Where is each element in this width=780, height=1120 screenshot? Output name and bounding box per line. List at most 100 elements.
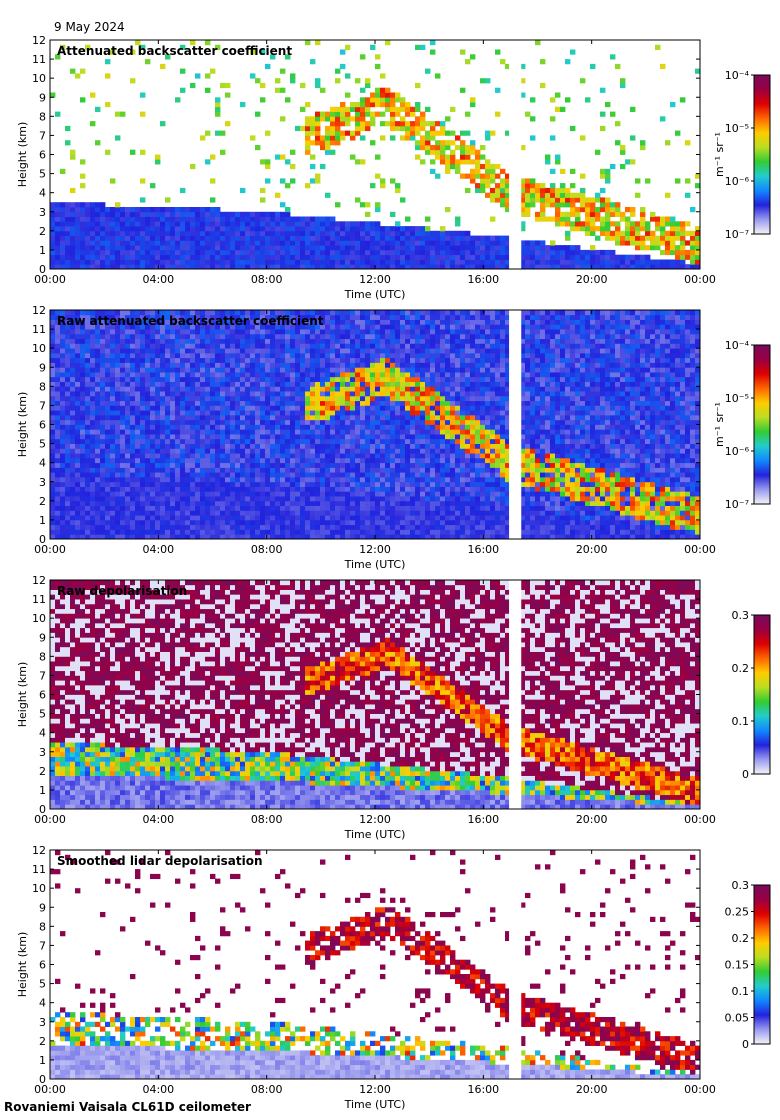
heatmap-cell xyxy=(645,230,651,236)
heatmap-cell xyxy=(50,216,56,222)
heatmap-cell xyxy=(90,319,96,325)
heatmap-cell xyxy=(125,505,131,511)
heatmap-cell xyxy=(410,264,416,270)
heatmap-cell xyxy=(315,221,321,227)
heatmap-cell xyxy=(225,457,231,464)
heatmap-cell xyxy=(125,491,131,497)
data-gap xyxy=(509,40,522,269)
heatmap-cell xyxy=(285,486,291,492)
heatmap-cell xyxy=(210,329,216,335)
heatmap-cell xyxy=(590,207,596,213)
heatmap-cell xyxy=(255,395,261,402)
heatmap-cell xyxy=(85,240,91,246)
heatmap-cell xyxy=(205,472,211,478)
heatmap-cell xyxy=(250,343,256,349)
heatmap-cell xyxy=(130,226,136,232)
heatmap-cell xyxy=(255,221,261,227)
heatmap-cell xyxy=(305,424,311,430)
heatmap-cell xyxy=(405,125,411,132)
heatmap-cell xyxy=(195,462,201,468)
heatmap-cell xyxy=(525,249,531,256)
heatmap-cell xyxy=(100,519,106,526)
heatmap-cell xyxy=(220,338,226,344)
heatmap-cell xyxy=(390,121,396,127)
heatmap-cell xyxy=(240,240,246,246)
heatmap-cell xyxy=(410,230,416,236)
heatmap-cell xyxy=(155,434,161,440)
heatmap-cell xyxy=(600,197,606,203)
heatmap-cell xyxy=(320,467,326,473)
heatmap-cell xyxy=(210,68,216,74)
heatmap-cell xyxy=(155,496,161,502)
heatmap-cell xyxy=(225,211,231,217)
heatmap-cell xyxy=(505,173,511,179)
heatmap-cell xyxy=(155,481,161,487)
heatmap-cell xyxy=(135,443,141,449)
heatmap-cell xyxy=(100,410,106,416)
heatmap-cell xyxy=(135,405,141,411)
heatmap-cell xyxy=(260,443,266,449)
heatmap-cell xyxy=(340,467,346,473)
heatmap-cell xyxy=(250,49,256,55)
heatmap-cell xyxy=(185,486,191,492)
heatmap-cell xyxy=(215,264,221,270)
heatmap-cell xyxy=(305,496,311,502)
heatmap-cell xyxy=(245,226,251,232)
heatmap-cell xyxy=(425,121,431,127)
heatmap-cell xyxy=(450,154,456,160)
heatmap-cell xyxy=(80,362,86,368)
heatmap-cell xyxy=(315,424,321,430)
heatmap-cell xyxy=(215,254,221,260)
heatmap-cell xyxy=(210,264,216,270)
heatmap-cell xyxy=(390,116,396,122)
heatmap-cell xyxy=(335,524,341,530)
heatmap-cell xyxy=(290,524,296,530)
heatmap-cell xyxy=(295,443,301,449)
heatmap-cell xyxy=(340,254,346,260)
heatmap-cell xyxy=(340,357,346,363)
heatmap-cell xyxy=(345,352,351,359)
heatmap-cell xyxy=(165,534,171,540)
heatmap-cell xyxy=(405,240,411,246)
heatmap-cell xyxy=(605,211,611,217)
heatmap-cell xyxy=(590,249,596,256)
heatmap-cell xyxy=(245,415,251,421)
heatmap-cell xyxy=(335,462,341,468)
heatmap-cell xyxy=(615,264,621,270)
heatmap-cell xyxy=(270,264,276,270)
heatmap-cell xyxy=(610,235,616,241)
heatmap-cell xyxy=(235,216,241,222)
heatmap-cell xyxy=(105,254,111,260)
heatmap-cell xyxy=(195,319,201,325)
heatmap-cell xyxy=(75,310,81,316)
heatmap-cell xyxy=(265,477,271,483)
heatmap-cell xyxy=(125,515,131,521)
heatmap-cell xyxy=(350,391,356,397)
heatmap-cell xyxy=(345,221,351,227)
heatmap-cell xyxy=(160,259,166,265)
heatmap-cell xyxy=(280,357,286,363)
heatmap-cell xyxy=(555,216,561,222)
heatmap-cell xyxy=(170,230,176,236)
heatmap-cell xyxy=(145,362,151,368)
heatmap-cell xyxy=(200,230,206,236)
heatmap-cell xyxy=(345,405,351,411)
heatmap-cell xyxy=(260,376,266,382)
heatmap-cell xyxy=(260,500,266,506)
heatmap-cell xyxy=(355,221,361,227)
heatmap-cell xyxy=(490,235,496,241)
heatmap-cell xyxy=(225,481,231,487)
heatmap-cell xyxy=(130,386,136,392)
heatmap-cell xyxy=(245,245,251,251)
heatmap-cell xyxy=(195,419,201,425)
heatmap-cell xyxy=(325,221,331,227)
heatmap-cell xyxy=(105,333,111,340)
heatmap-cell xyxy=(100,352,106,359)
heatmap-cell xyxy=(305,519,311,526)
heatmap-cell xyxy=(140,391,146,397)
heatmap-cell xyxy=(230,529,236,535)
heatmap-cell xyxy=(115,367,121,373)
heatmap-cell xyxy=(335,367,341,373)
heatmap-cell xyxy=(85,44,91,50)
heatmap-cell xyxy=(195,230,201,236)
